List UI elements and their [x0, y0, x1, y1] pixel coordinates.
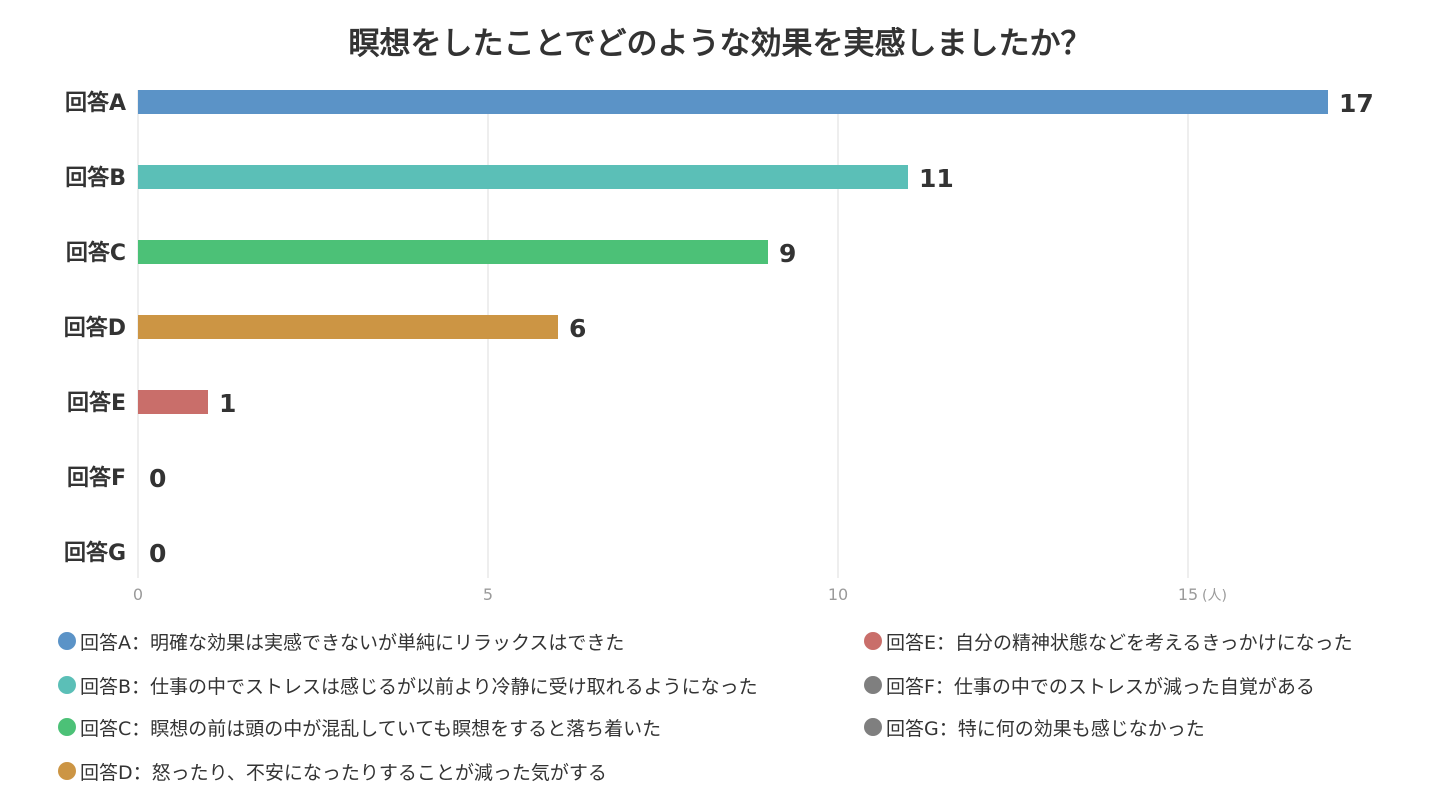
legend-color-dot [58, 718, 76, 736]
bar-chart: 0 5 10 15 回答A 17 回答B 11 回答C 9 回答D 6 回答E 1 回答F 0 回答G 0 (人) [64, 89, 1374, 604]
bar [138, 315, 558, 339]
x-tick-label: 10 [828, 585, 848, 604]
category-label: 回答B [65, 165, 126, 191]
category-label: 回答F [67, 465, 126, 491]
category-label: 回答A [65, 90, 126, 116]
bar [138, 90, 1328, 114]
category-label: 回答D [64, 315, 126, 341]
x-tick-label: 0 [133, 585, 143, 604]
legend-color-dot [58, 632, 76, 650]
category-label: 回答E [67, 390, 126, 416]
legend-label: 回答B：仕事の中でストレスは感じるが以前より冷静に受け取れるようになった [80, 675, 758, 698]
legend-item: 回答F：仕事の中でのストレスが減った自覚がある [864, 670, 1315, 700]
legend-color-dot [864, 676, 882, 694]
value-label: 9 [779, 239, 796, 268]
legend-item: 回答C：瞑想の前は頭の中が混乱していても瞑想をすると落ち着いた [58, 712, 661, 742]
legend-item: 回答B：仕事の中でストレスは感じるが以前より冷静に受け取れるようになった [58, 670, 758, 700]
bars [138, 90, 1328, 414]
legend-label: 回答E：自分の精神状態などを考えるきっかけになった [886, 631, 1353, 654]
bar [138, 165, 908, 189]
legend-item: 回答E：自分の精神状態などを考えるきっかけになった [864, 626, 1353, 656]
x-tick-label: 5 [483, 585, 493, 604]
category-label: 回答C [66, 240, 126, 266]
legend-color-dot [58, 762, 76, 780]
legend-label: 回答C：瞑想の前は頭の中が混乱していても瞑想をすると落ち着いた [80, 717, 662, 740]
chart-title: 瞑想をしたことでどのような効果を実感しましたか？ [348, 26, 1092, 62]
legend-label: 回答F：仕事の中でのストレスが減った自覚がある [886, 675, 1315, 698]
legend-color-dot [864, 632, 882, 650]
x-tick-label: 15 [1178, 585, 1198, 604]
value-label: 0 [149, 539, 166, 568]
legend-label: 回答G：特に何の効果も感じなかった [886, 717, 1205, 740]
x-axis-unit-label: (人) [1202, 588, 1227, 604]
legend-item: 回答D：怒ったり、不安になったりすることが減った気がする [58, 756, 607, 786]
legend-color-dot [58, 676, 76, 694]
legend-label: 回答A：明確な効果は実感できないが単純にリラックスはできた [80, 631, 625, 654]
legend-item: 回答G：特に何の効果も感じなかった [864, 712, 1205, 742]
value-label: 0 [149, 464, 166, 493]
legend-label: 回答D：怒ったり、不安になったりすることが減った気がする [80, 761, 607, 784]
value-label: 11 [919, 164, 954, 193]
value-label: 1 [219, 389, 236, 418]
category-label: 回答G [64, 540, 126, 566]
labels: 0 5 10 15 回答A 17 回答B 11 回答C 9 回答D 6 回答E 1 回答F 0 回答G 0 [64, 89, 1374, 604]
bar [138, 240, 768, 264]
value-label: 17 [1339, 89, 1374, 118]
legend-item: 回答A：明確な効果は実感できないが単純にリラックスはできた [58, 626, 624, 656]
bar [138, 390, 208, 414]
value-label: 6 [569, 314, 586, 343]
legend-color-dot [864, 718, 882, 736]
